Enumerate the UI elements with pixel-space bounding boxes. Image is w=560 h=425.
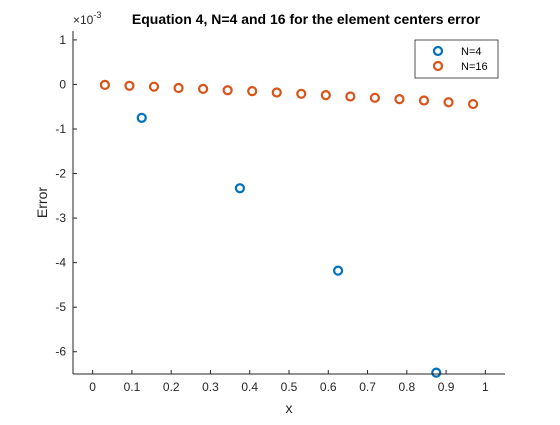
x-tick-label: 0.2 (163, 380, 180, 394)
data-point (173, 82, 184, 94)
data-point (136, 112, 147, 123)
x-tick-label: 0.7 (359, 380, 376, 394)
x-tick-label: 0.9 (438, 380, 455, 394)
axes: 0 0.1 0.2 0.3 0.4 0.5 0.6 0.7 0.8 0.9 1 -6 -5 -4 -3 -2 -… (55, 31, 505, 394)
y-axis-label: Error (34, 187, 50, 218)
data-point (197, 83, 209, 95)
data-point (271, 87, 282, 98)
data-point (234, 183, 246, 194)
series-0 (136, 112, 442, 378)
data-point (296, 88, 307, 99)
legend-label: N=16 (461, 61, 488, 73)
legend-marker (432, 60, 444, 72)
data-point (467, 98, 479, 110)
y-exponent-label: ×10-3 (73, 10, 101, 27)
x-tick-label: 0.4 (241, 380, 258, 394)
y-tick-label: 0 (59, 77, 66, 91)
data-point (345, 91, 356, 102)
series-1 (99, 79, 479, 110)
data-point (394, 94, 405, 105)
y-tick-label: -6 (55, 345, 66, 359)
data-point (431, 367, 442, 378)
chart-title: Equation 4, N=4 and 16 for the element c… (132, 11, 481, 27)
x-tick-label: 0 (89, 380, 96, 394)
data-point (332, 265, 344, 276)
data-point (320, 90, 331, 101)
data-point (369, 92, 381, 103)
legend: N=4 N=16 (414, 39, 499, 79)
data-point (247, 86, 258, 97)
legend-marker (432, 45, 444, 57)
data-point (443, 97, 454, 108)
data-point (148, 81, 160, 92)
x-tick-label: 0.5 (281, 380, 298, 394)
x-tick-label: 0.8 (398, 380, 415, 394)
y-exponent-power: -3 (93, 10, 101, 20)
x-tick-label: 0.1 (124, 380, 141, 394)
plot-area (73, 31, 505, 374)
y-tick-label: -1 (55, 122, 66, 136)
data-point (124, 80, 135, 91)
y-tick-label: -4 (55, 256, 66, 270)
y-tick-label: -2 (55, 167, 66, 181)
y-tick-label: -5 (55, 300, 66, 314)
y-tick-label: 1 (59, 33, 66, 47)
x-tick-label: 0.6 (320, 380, 337, 394)
x-axis-label: x (286, 400, 293, 416)
x-tick-label: 1 (482, 380, 489, 394)
x-tick-label: 0.3 (202, 380, 219, 394)
data-point (222, 85, 233, 96)
data-marks (99, 79, 479, 378)
data-point (99, 79, 111, 91)
legend-box (414, 39, 499, 79)
legend-label: N=4 (461, 46, 482, 58)
y-tick-label: -3 (55, 211, 66, 225)
data-point (418, 95, 430, 106)
y-exponent-base: ×10 (73, 13, 94, 27)
